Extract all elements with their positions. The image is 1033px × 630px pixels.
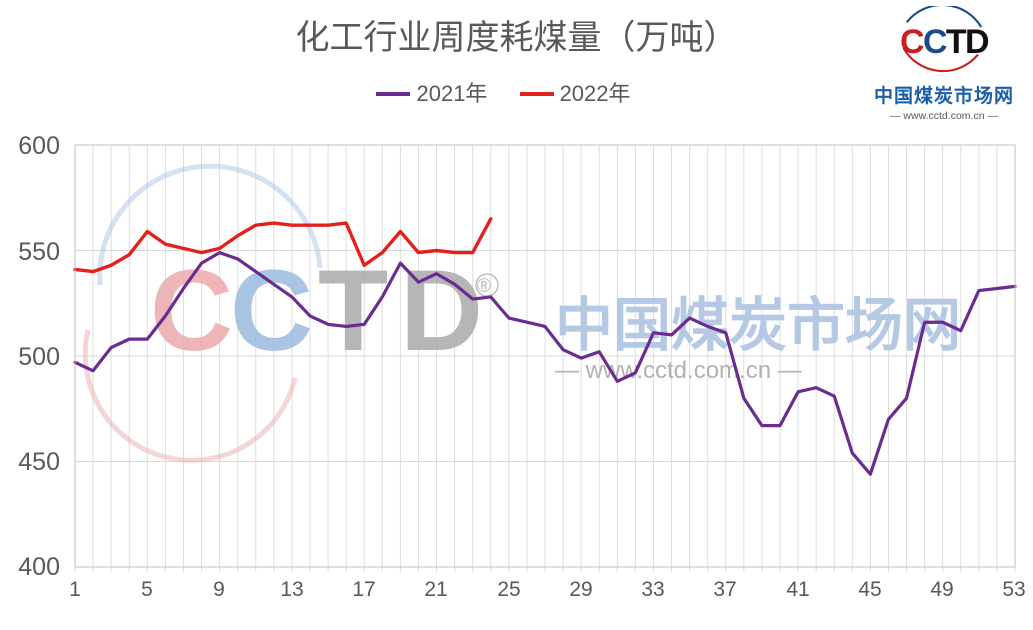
- svg-text:C: C: [150, 247, 233, 375]
- svg-text:C: C: [230, 247, 313, 375]
- svg-text:中国煤炭市场网: 中国煤炭市场网: [555, 293, 961, 358]
- svg-text:T: T: [318, 247, 388, 375]
- svg-text:D: D: [400, 247, 483, 375]
- svg-text:— www.cctd.com.cn —: — www.cctd.com.cn —: [555, 357, 802, 384]
- svg-text:®: ®: [477, 276, 491, 297]
